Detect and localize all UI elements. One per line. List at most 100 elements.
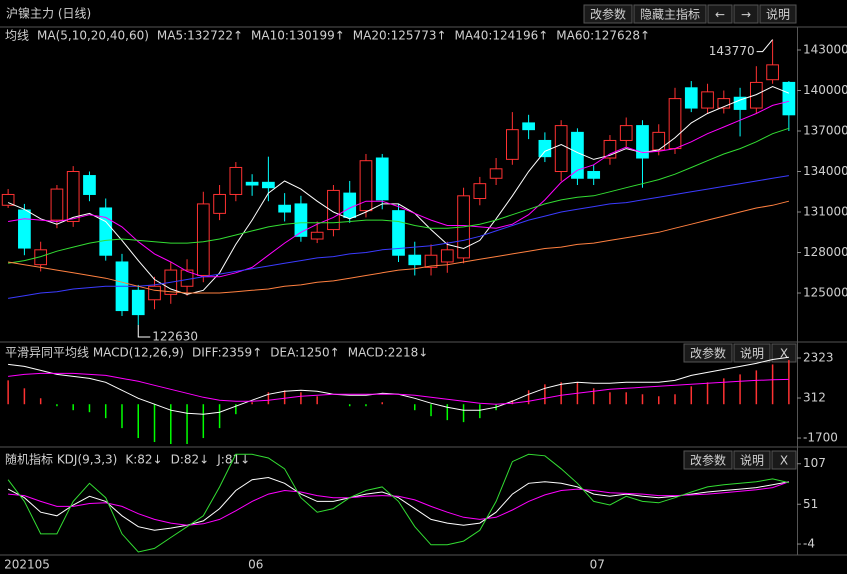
button-frame[interactable] — [633, 4, 707, 24]
y-tick-label: 2323 — [803, 351, 834, 365]
button-frame[interactable] — [759, 4, 797, 24]
candle-body — [636, 125, 649, 159]
line — [8, 100, 790, 278]
button-label[interactable]: 改参数 — [590, 7, 626, 22]
y-tick-label: 125000 — [803, 286, 847, 300]
button-frame[interactable] — [707, 4, 733, 24]
candle-body — [619, 125, 633, 141]
button-frame[interactable] — [733, 450, 771, 470]
button-frame[interactable] — [771, 450, 797, 470]
button-frame[interactable] — [733, 4, 759, 24]
button[interactable]: 隐藏主指标 — [633, 4, 707, 24]
button[interactable]: 说明 — [733, 343, 771, 363]
line — [8, 127, 790, 264]
x-tick-label: 07 — [590, 558, 605, 572]
candle-body — [229, 166, 243, 195]
candle-body — [66, 171, 80, 222]
line — [7, 85, 790, 295]
button[interactable]: X — [771, 343, 797, 363]
panel-title: 随机指标 KDJ(9,3,3) — [5, 452, 117, 467]
button[interactable]: → — [733, 4, 759, 24]
candle-body — [554, 125, 568, 173]
annotation: 143770 — [709, 44, 755, 58]
button-label[interactable]: → — [741, 8, 751, 22]
candle-body — [587, 171, 601, 179]
button-label[interactable]: X — [780, 454, 788, 468]
button-frame[interactable] — [683, 343, 733, 363]
candle-body — [245, 181, 259, 186]
candle-body — [571, 131, 584, 179]
button-frame[interactable] — [733, 343, 771, 363]
line — [7, 453, 790, 553]
legend-entry: K:82↓ — [125, 453, 162, 467]
legend-entry: DEA:1250↑ — [270, 346, 339, 360]
button-label[interactable]: X — [780, 347, 788, 361]
button-frame[interactable] — [583, 4, 633, 24]
indicator-name: 均线 — [5, 29, 29, 43]
y-tick-label: -4 — [803, 537, 815, 551]
button[interactable]: 说明 — [733, 450, 771, 470]
line — [7, 476, 789, 531]
button-label[interactable]: 说明 — [740, 346, 764, 361]
y-tick-label: 137000 — [803, 124, 847, 138]
indicator-params: MA(5,10,20,40,60) — [37, 29, 149, 43]
button-label[interactable]: 说明 — [766, 7, 790, 22]
legend-entry: MA5:132722↑ — [157, 29, 243, 43]
legend-entry: DIFF:2359↑ — [192, 346, 262, 360]
y-tick-label: 107 — [803, 456, 826, 470]
button-label[interactable]: 改参数 — [690, 453, 726, 468]
button-label[interactable]: 改参数 — [690, 346, 726, 361]
candle-body — [506, 129, 519, 160]
legend-entry: MA60:127628↑ — [556, 29, 650, 43]
candle-body — [522, 122, 535, 131]
button-frame[interactable] — [683, 450, 733, 470]
candle-body — [733, 96, 747, 110]
candle-body — [717, 98, 731, 109]
candle-body — [538, 139, 552, 158]
candle-body — [196, 203, 210, 276]
candle-body — [213, 193, 226, 214]
candle-body — [148, 285, 161, 301]
button[interactable]: X — [771, 450, 797, 470]
legend-entry: MA10:130199↑ — [251, 29, 345, 43]
candle-body — [262, 181, 275, 189]
candle-body — [34, 249, 48, 266]
x-tick-label: 06 — [248, 558, 263, 572]
candle-body — [473, 183, 487, 200]
y-tick-label: 143000 — [803, 43, 847, 57]
button[interactable]: 改参数 — [683, 450, 733, 470]
button[interactable]: ← — [707, 4, 733, 24]
y-tick-label: 140000 — [803, 83, 847, 97]
button[interactable]: 改参数 — [583, 4, 633, 24]
y-tick-label: -1700 — [803, 431, 838, 445]
annotation-line — [756, 39, 773, 53]
candle-body — [603, 139, 617, 159]
x-tick-label: 202105 — [4, 558, 50, 572]
button-frame[interactable] — [771, 343, 797, 363]
legend-entry: MACD:2218↓ — [348, 346, 429, 360]
button-label[interactable]: 隐藏主指标 — [640, 7, 700, 22]
candle-body — [392, 210, 405, 256]
candle-body — [440, 249, 454, 263]
legend-entry: D:82↓ — [171, 453, 210, 467]
candle-body — [489, 168, 503, 179]
button-label[interactable]: ← — [715, 8, 725, 22]
candle-body — [18, 209, 31, 249]
candle-body — [1, 193, 15, 206]
legend-entry: MA20:125773↑ — [353, 29, 447, 43]
button[interactable]: 说明 — [759, 4, 797, 24]
candle-body — [749, 81, 763, 109]
candle-body — [99, 207, 113, 256]
candle-body — [375, 157, 389, 201]
button[interactable]: 改参数 — [683, 343, 733, 363]
candle-body — [310, 231, 324, 240]
candle-body — [327, 189, 340, 231]
candle-body — [684, 87, 698, 109]
candle-body — [343, 192, 357, 218]
legend-entry: MA40:124196↑ — [455, 29, 549, 43]
candle-body — [131, 289, 145, 316]
candle-body — [782, 81, 796, 116]
button-label[interactable]: 说明 — [740, 453, 764, 468]
